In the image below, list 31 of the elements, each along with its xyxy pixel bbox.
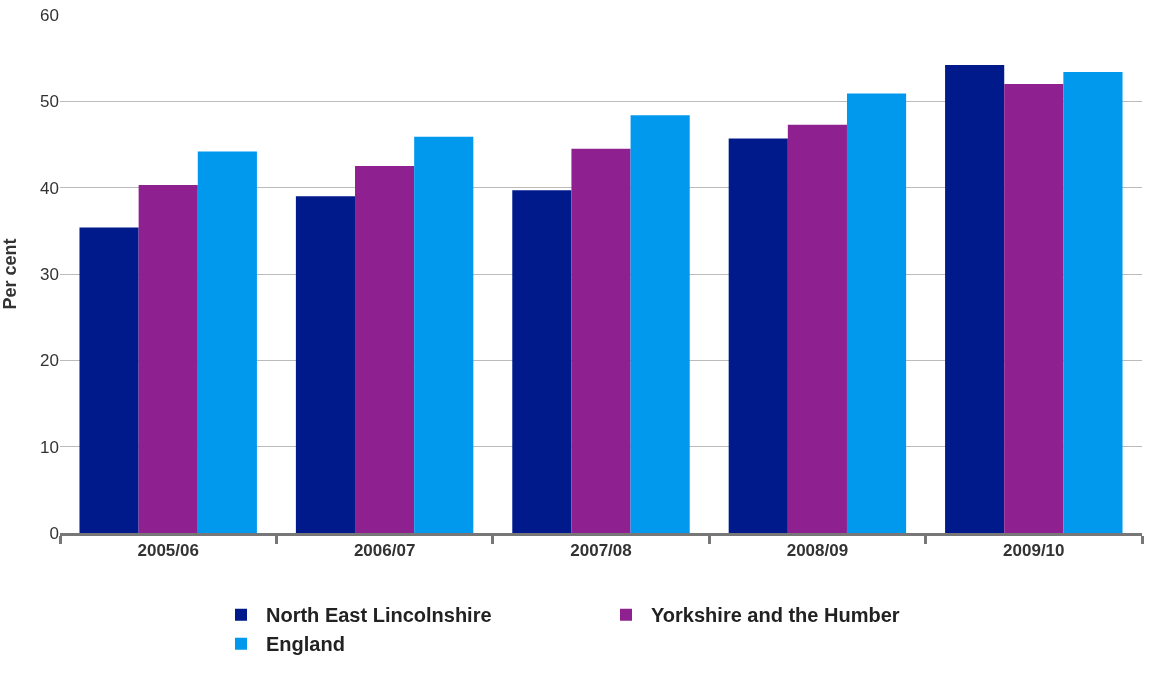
x-tick-label: 2006/07: [353, 541, 416, 561]
bar: [355, 166, 415, 533]
bar: [787, 124, 847, 533]
bar: [945, 65, 1005, 533]
x-tick-label: 2005/06: [137, 541, 199, 561]
bar: [1063, 71, 1123, 533]
y-axis-title: Per cent: [0, 238, 21, 310]
y-tick-label: 50: [40, 92, 59, 112]
y-tick-label: 10: [40, 437, 59, 457]
y-tick-label: 40: [40, 178, 59, 198]
legend-label: North East Lincolnshire: [266, 604, 492, 627]
bar: [571, 148, 631, 533]
x-tick-label: 2008/09: [786, 541, 849, 561]
bar: [197, 151, 257, 533]
legend-label: England: [266, 633, 345, 656]
y-tick-label: 0: [49, 523, 59, 543]
bar: [295, 196, 356, 533]
legend-label: Yorkshire and the Humber: [651, 604, 900, 627]
bar: [1004, 84, 1064, 533]
x-tick-label: 2007/08: [570, 541, 632, 561]
y-tick-label: 30: [40, 264, 59, 284]
bar: [79, 227, 139, 533]
x-tick-label: 2009/10: [1003, 541, 1065, 561]
bar: [512, 190, 572, 533]
bar: [138, 185, 198, 533]
bar: [414, 136, 474, 533]
y-tick-label: 60: [40, 5, 59, 25]
y-tick-label: 20: [40, 351, 59, 371]
bar: [728, 138, 788, 533]
bar: [846, 93, 907, 533]
bar: [630, 115, 690, 533]
